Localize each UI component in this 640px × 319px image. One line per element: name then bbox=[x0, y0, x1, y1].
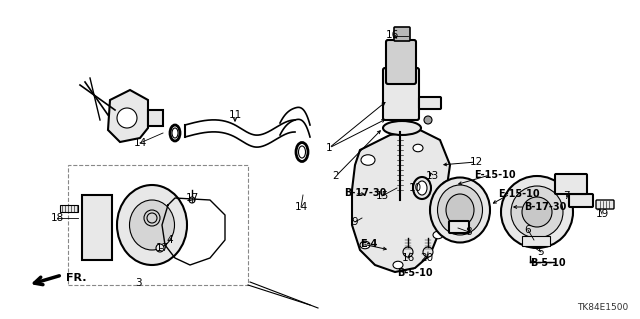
Polygon shape bbox=[108, 90, 148, 142]
Text: 16: 16 bbox=[385, 30, 399, 40]
Text: 8: 8 bbox=[466, 227, 472, 237]
Text: 3: 3 bbox=[134, 278, 141, 288]
Text: 5: 5 bbox=[538, 247, 544, 257]
Text: E-4: E-4 bbox=[360, 239, 378, 249]
Text: 15: 15 bbox=[376, 191, 388, 201]
Text: 7: 7 bbox=[563, 191, 570, 201]
Text: E-15-10: E-15-10 bbox=[474, 170, 516, 180]
Text: 18: 18 bbox=[51, 213, 63, 223]
Ellipse shape bbox=[442, 181, 452, 189]
Ellipse shape bbox=[361, 155, 375, 165]
Ellipse shape bbox=[413, 177, 431, 199]
FancyBboxPatch shape bbox=[419, 97, 441, 109]
Polygon shape bbox=[352, 130, 450, 272]
FancyBboxPatch shape bbox=[386, 40, 416, 84]
Text: 14: 14 bbox=[294, 202, 308, 212]
Ellipse shape bbox=[438, 185, 483, 235]
FancyBboxPatch shape bbox=[449, 221, 469, 233]
Circle shape bbox=[403, 247, 413, 257]
Text: FR.: FR. bbox=[66, 273, 86, 283]
Text: 10: 10 bbox=[408, 183, 422, 193]
FancyBboxPatch shape bbox=[394, 27, 410, 41]
Text: 6: 6 bbox=[525, 225, 531, 235]
Text: 12: 12 bbox=[469, 157, 483, 167]
FancyBboxPatch shape bbox=[148, 110, 163, 126]
Text: 13: 13 bbox=[426, 171, 438, 181]
Ellipse shape bbox=[522, 197, 552, 227]
FancyBboxPatch shape bbox=[60, 205, 78, 212]
Ellipse shape bbox=[360, 241, 370, 249]
FancyBboxPatch shape bbox=[555, 174, 587, 194]
Circle shape bbox=[117, 108, 137, 128]
Text: 17: 17 bbox=[186, 193, 198, 203]
Text: 1: 1 bbox=[326, 143, 332, 153]
Text: B-5-10: B-5-10 bbox=[530, 258, 566, 268]
Text: 20: 20 bbox=[420, 253, 433, 263]
Circle shape bbox=[189, 197, 195, 203]
Text: E-15-10: E-15-10 bbox=[498, 189, 540, 199]
Text: 17: 17 bbox=[156, 243, 168, 253]
Ellipse shape bbox=[511, 186, 563, 238]
Ellipse shape bbox=[446, 194, 474, 226]
Text: 4: 4 bbox=[166, 235, 173, 245]
FancyBboxPatch shape bbox=[596, 200, 614, 209]
Ellipse shape bbox=[417, 181, 427, 195]
Ellipse shape bbox=[433, 231, 443, 239]
Ellipse shape bbox=[430, 177, 490, 242]
FancyBboxPatch shape bbox=[383, 68, 419, 120]
Text: 19: 19 bbox=[595, 209, 609, 219]
FancyBboxPatch shape bbox=[522, 236, 550, 246]
Polygon shape bbox=[82, 195, 112, 260]
Circle shape bbox=[156, 244, 164, 252]
Text: TK84E1500: TK84E1500 bbox=[577, 303, 628, 313]
Text: 11: 11 bbox=[228, 110, 242, 120]
FancyBboxPatch shape bbox=[569, 194, 593, 207]
Ellipse shape bbox=[117, 185, 187, 265]
Text: 16: 16 bbox=[401, 253, 415, 263]
Text: B-5-10: B-5-10 bbox=[397, 268, 433, 278]
Circle shape bbox=[424, 116, 432, 124]
Ellipse shape bbox=[413, 144, 423, 152]
Ellipse shape bbox=[129, 200, 175, 250]
Ellipse shape bbox=[383, 121, 421, 135]
Text: 2: 2 bbox=[333, 171, 339, 181]
Text: B-17-30: B-17-30 bbox=[344, 188, 387, 198]
Ellipse shape bbox=[393, 261, 403, 269]
Text: 14: 14 bbox=[133, 138, 147, 148]
Circle shape bbox=[423, 247, 433, 257]
Text: B-17-30: B-17-30 bbox=[524, 202, 566, 212]
Text: 9: 9 bbox=[352, 217, 358, 227]
Bar bbox=[68, 165, 248, 285]
Ellipse shape bbox=[501, 176, 573, 248]
